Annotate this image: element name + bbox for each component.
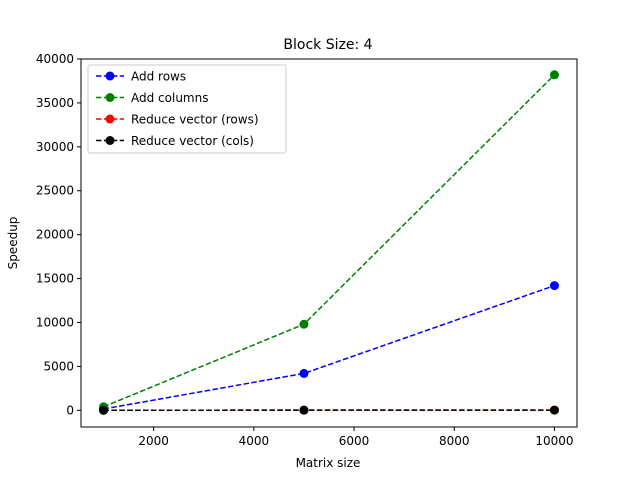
x-tick-label: 8000 xyxy=(439,434,470,448)
legend-label-add-rows: Add rows xyxy=(131,70,186,84)
data-point-reduce-vector-cols xyxy=(549,405,559,415)
y-tick-label: 25000 xyxy=(36,184,74,198)
legend-swatch-marker-add-columns xyxy=(105,93,115,102)
x-axis-label: Matrix size xyxy=(296,456,361,470)
plot-frame xyxy=(80,58,578,428)
x-axis: 2000 4000 6000 8000 10000 xyxy=(138,427,574,448)
y-tick-label: 35000 xyxy=(36,96,74,110)
legend-box xyxy=(87,64,287,154)
y-tick-label: 0 xyxy=(66,403,74,417)
data-point-reduce-vector-cols xyxy=(299,405,309,415)
legend: Add rows Add columns Reduce vector (rows) R… xyxy=(87,64,287,154)
data-point-add-columns xyxy=(549,70,559,80)
y-tick-label: 5000 xyxy=(43,359,74,373)
data-point-add-rows xyxy=(299,368,309,378)
series-layer xyxy=(99,70,559,415)
chart-title: Block Size: 4 xyxy=(283,37,372,53)
y-axis: 0 5000 10000 15000 20000 25000 30000 35000 40000 xyxy=(36,52,81,417)
y-tick-label: 20000 xyxy=(36,228,74,242)
data-point-reduce-vector-cols xyxy=(99,405,109,415)
legend-label-reduce-vector-cols: Reduce vector (cols) xyxy=(131,134,254,148)
series-line-add-rows xyxy=(103,284,555,410)
legend-label-reduce-vector-rows: Reduce vector (rows) xyxy=(131,113,259,127)
y-tick-label: 15000 xyxy=(36,272,74,286)
x-tick-label: 6000 xyxy=(339,434,370,448)
y-tick-label: 30000 xyxy=(36,140,74,154)
legend-swatch-marker-add-rows xyxy=(105,71,115,81)
y-axis-label: Speedup xyxy=(6,217,20,270)
legend-swatch-marker-reduce-vector-cols xyxy=(105,136,115,145)
y-tick-label: 40000 xyxy=(36,52,74,66)
x-tick-label: 4000 xyxy=(239,434,270,448)
legend-label-add-columns: Add columns xyxy=(131,91,208,105)
x-tick-label: 2000 xyxy=(138,434,169,448)
data-point-add-columns xyxy=(299,319,309,329)
y-tick-label: 10000 xyxy=(36,315,74,329)
data-point-add-rows xyxy=(549,281,559,291)
x-tick-label: 10000 xyxy=(535,434,573,448)
legend-swatch-marker-reduce-vector-rows xyxy=(105,114,115,124)
